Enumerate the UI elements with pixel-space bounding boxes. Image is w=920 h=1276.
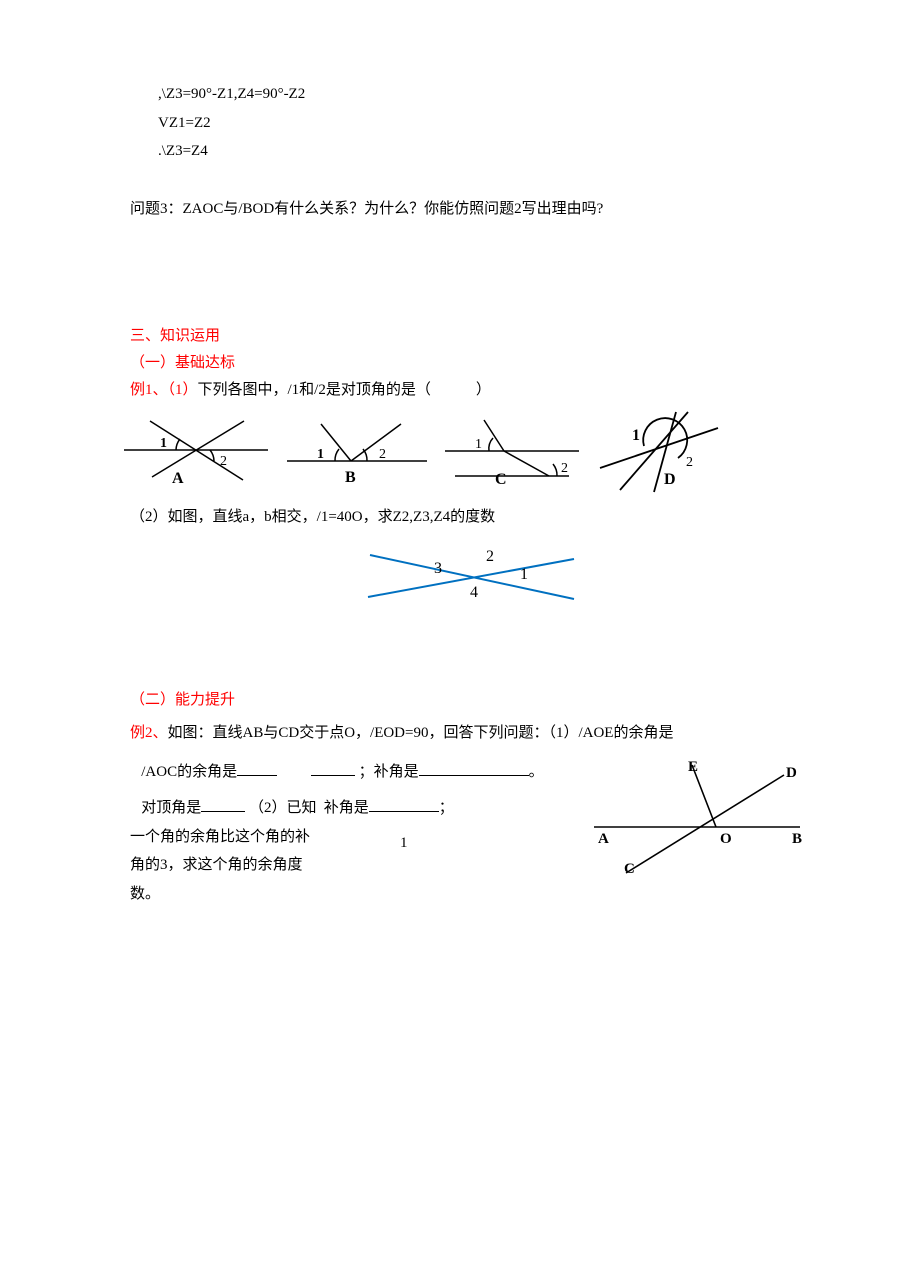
figure-2-wrap: 2 1 3 4 — [130, 537, 810, 627]
example-1: 例1、（1）下列各图中，/1和/2是对顶角的是（ ） — [130, 377, 810, 404]
svg-text:C: C — [495, 471, 507, 486]
l2b: ；补角是 — [359, 764, 419, 780]
proof-line-2: VZ1=Z2 — [158, 109, 810, 138]
svg-text:O: O — [720, 831, 732, 847]
svg-text:2: 2 — [686, 455, 693, 470]
col-mid: 补角是 ； 1 — [324, 794, 484, 857]
figure-c: 1 2 C — [439, 416, 584, 486]
section-3-title: 三、知识运用 — [130, 323, 810, 350]
question-3: 问题3：ZAOC与/BOD有什么关系？为什么？你能仿照问题2写出理由吗? — [130, 196, 810, 223]
blank-2 — [311, 775, 355, 776]
col-left-1: 对顶角是 — [141, 800, 201, 816]
l2a: /AOC的余角是 — [141, 764, 237, 780]
svg-text:4: 4 — [470, 584, 478, 601]
svg-text:B: B — [345, 469, 356, 486]
figures-row-1: 1 2 A 1 2 B 1 — [118, 408, 810, 494]
proof-line-3: .\Z3=Z4 — [158, 137, 810, 166]
blank-4 — [201, 811, 245, 812]
col-left: 对顶角是 （2）已知一个角的余角比这个角的补角的3，求这个角的余角度数。 — [130, 794, 320, 908]
example-1-part2: （2）如图，直线a，b相交，/1=40O，求Z2,Z3,Z4的度数 — [130, 504, 810, 531]
page-number: 1 — [324, 829, 484, 858]
example-1-text: 下列各图中，/1和/2是对顶角的是（ ） — [198, 382, 491, 398]
svg-text:C: C — [624, 861, 635, 877]
example-1-label: 例1、（1） — [130, 382, 198, 398]
svg-text:2: 2 — [561, 461, 568, 476]
svg-text:E: E — [688, 759, 698, 775]
svg-text:D: D — [664, 471, 676, 488]
example-2-text: 如图：直线AB与CD交于点O，/EOD=90，回答下列问题：（1）/AOE的余角… — [168, 725, 674, 741]
l2c: 。 — [529, 764, 544, 780]
svg-text:A: A — [598, 831, 609, 847]
figure-b: 1 2 B — [281, 416, 431, 486]
figure-e: E D A B C O — [580, 757, 810, 877]
svg-text:3: 3 — [434, 560, 442, 577]
svg-text:1: 1 — [632, 427, 640, 444]
svg-text:2: 2 — [379, 447, 386, 462]
svg-text:1: 1 — [475, 437, 482, 452]
blank-3 — [419, 775, 529, 776]
col-mid-tail: ； — [439, 800, 454, 816]
example-2-body: E D A B C O /AOC的余角是 ；补角是。 对顶角是 （2）已知一个角… — [130, 757, 810, 909]
svg-text:1: 1 — [160, 436, 167, 451]
svg-text:2: 2 — [486, 548, 494, 565]
proof-block: ,\Z3=90°-Z1,Z4=90°-Z2 VZ1=Z2 .\Z3=Z4 — [158, 80, 810, 166]
figure-intersect: 2 1 3 4 — [360, 537, 580, 617]
svg-text:A: A — [172, 470, 184, 487]
blank-5 — [369, 811, 439, 812]
figure-d: 1 2 D — [592, 408, 722, 494]
col-mid-text: 补角是 — [324, 800, 369, 816]
example-2-label: 例2、 — [130, 725, 168, 741]
figure-e-wrap: E D A B C O — [580, 757, 810, 887]
figure-a: 1 2 A — [118, 415, 273, 487]
svg-text:B: B — [792, 831, 802, 847]
svg-text:2: 2 — [220, 454, 227, 469]
svg-text:1: 1 — [317, 447, 324, 462]
section-3-sub2: （二）能力提升 — [130, 687, 810, 714]
example-2: 例2、如图：直线AB与CD交于点O，/EOD=90，回答下列问题：（1）/AOE… — [130, 720, 810, 747]
blank-1 — [237, 775, 277, 776]
section-3-sub1: （一）基础达标 — [130, 350, 810, 377]
svg-text:1: 1 — [520, 566, 528, 583]
svg-text:D: D — [786, 765, 797, 781]
proof-line-1: ,\Z3=90°-Z1,Z4=90°-Z2 — [158, 80, 810, 109]
